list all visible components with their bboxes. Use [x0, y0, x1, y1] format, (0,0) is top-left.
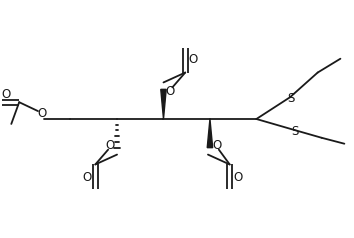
Text: O: O: [37, 107, 47, 119]
Text: S: S: [287, 92, 295, 105]
Polygon shape: [161, 89, 166, 119]
Text: O: O: [212, 139, 222, 152]
Text: O: O: [105, 139, 115, 152]
Text: O: O: [2, 88, 11, 101]
Text: O: O: [233, 171, 242, 184]
Polygon shape: [207, 119, 213, 148]
Text: O: O: [189, 53, 198, 66]
Text: O: O: [166, 85, 175, 98]
Text: S: S: [291, 125, 299, 138]
Text: O: O: [83, 171, 92, 184]
